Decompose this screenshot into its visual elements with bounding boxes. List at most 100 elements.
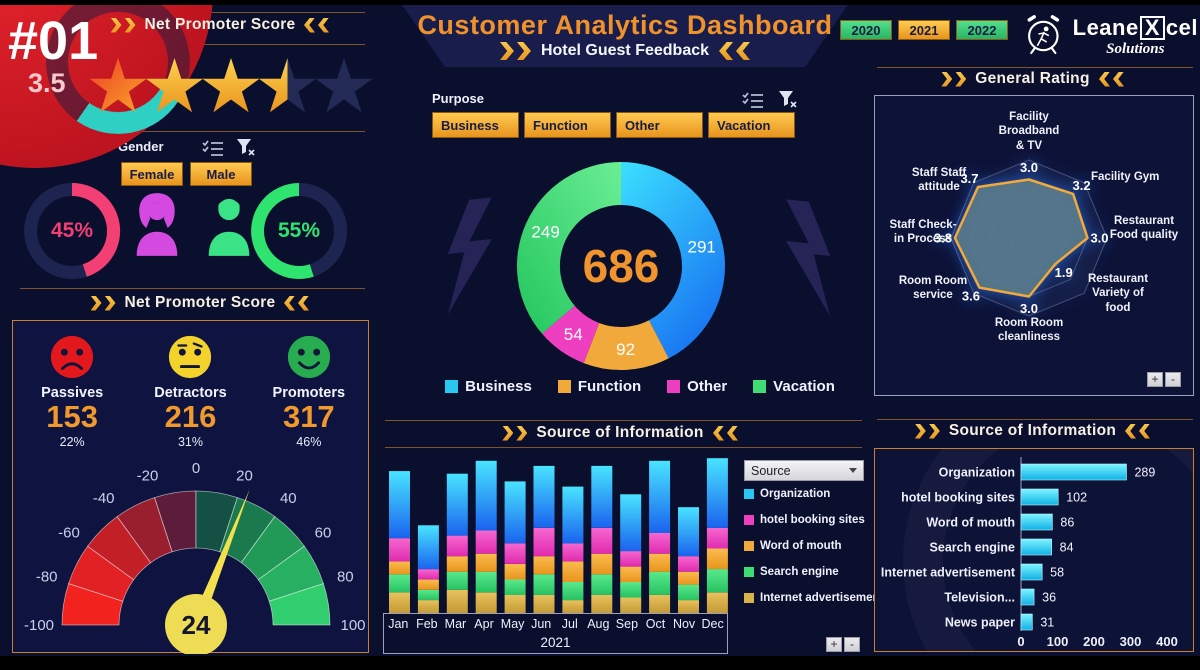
divider — [877, 67, 1193, 68]
purpose-option-vacation[interactable]: Vacation — [708, 112, 795, 138]
source-legend-item: Word of mouth — [744, 540, 883, 552]
brand-right: cel — [1165, 14, 1198, 40]
source-totals-chart: Organization 289 hotel booking sites 102 Wor… — [881, 457, 1178, 649]
legend-swatch — [667, 380, 681, 393]
month-label-nov: Nov — [672, 617, 696, 631]
svg-text:3.2: 3.2 — [1073, 178, 1091, 193]
lightning-decoration-left — [438, 197, 500, 318]
chevrons-right-icon — [90, 295, 116, 311]
month-axis-box: Jan Feb Mar Apr May Jun Jul Aug Sep Oct Nov Dec 202… — [383, 613, 728, 654]
male-share-donut — [249, 181, 349, 281]
svg-text:86: 86 — [1060, 516, 1074, 530]
general-rating-header-label: General Rating — [975, 70, 1090, 87]
male-share-value: 55% — [277, 219, 321, 242]
svg-text:Internet advertisement: Internet advertisement — [881, 566, 1016, 580]
svg-text:-80: -80 — [36, 569, 58, 586]
nps-group-promoters: Promoters 317 46% — [250, 333, 367, 449]
year-slicer: 2020 2021 2022 — [840, 20, 1008, 40]
radar-axis-label: Facility Broadband & TV — [998, 111, 1060, 152]
gender-option-female[interactable]: Female — [121, 162, 183, 186]
donut-total: 686 — [582, 240, 660, 292]
month-label-may: May — [500, 617, 525, 631]
svg-text:-20: -20 — [137, 468, 159, 485]
chevrons-right-icon — [499, 42, 531, 60]
radar-zoom-controls: + - — [1147, 372, 1181, 387]
svg-text:102: 102 — [1066, 491, 1087, 505]
source-field-dropdown[interactable]: Source — [744, 460, 864, 481]
svg-text:92: 92 — [616, 340, 635, 359]
divider — [20, 288, 365, 289]
svg-text:24: 24 — [182, 610, 211, 640]
legend-swatch — [445, 380, 459, 393]
month-label-dec: Dec — [701, 617, 724, 631]
svg-text:Word of mouth: Word of mouth — [926, 516, 1015, 530]
chevrons-right-icon — [941, 71, 967, 87]
star-rating — [86, 50, 378, 124]
year-option-2021[interactable]: 2021 — [898, 20, 950, 40]
nps-value-detractors: 216 — [164, 399, 217, 434]
month-label-aug: Aug — [587, 617, 610, 631]
nps-top-header: Net Promoter Score — [70, 16, 370, 34]
legend-swatch — [753, 380, 767, 393]
legend-label: Organization — [760, 488, 831, 500]
radar-axis-label: Facility Gym — [1091, 171, 1160, 183]
brand-subtitle: Solutions — [1106, 40, 1165, 57]
divider — [88, 12, 365, 13]
legend-item-business: Business — [445, 378, 532, 395]
nps-gauge-chart: -100 -80 -60 -40 -20 0 20 40 60 80 100 24 — [24, 460, 366, 654]
month-label-jul: Jul — [561, 617, 578, 631]
svg-text:0: 0 — [1017, 634, 1024, 649]
general-rating-panel: 3.0 3.2 3.0 1.9 3.0 3.6 3.8 3.7 Facility Broadb… — [874, 95, 1194, 396]
chevrons-left-icon — [713, 426, 738, 441]
purpose-clear-filter-icon[interactable] — [778, 90, 797, 109]
zoom-out-button[interactable]: - — [1165, 372, 1181, 387]
legend-label: Vacation — [773, 378, 835, 395]
svg-text:36: 36 — [1042, 591, 1056, 605]
svg-text:300: 300 — [1120, 634, 1142, 649]
year-option-2022[interactable]: 2022 — [956, 20, 1008, 40]
nps-value-promoters: 317 — [282, 399, 335, 434]
chevrons-left-icon — [1125, 424, 1150, 439]
month-label-jan: Jan — [388, 617, 409, 631]
purpose-option-function[interactable]: Function — [524, 112, 611, 138]
zoom-in-button[interactable]: + — [1147, 372, 1163, 387]
svg-text:249: 249 — [531, 222, 559, 241]
gender-clear-filter-icon[interactable] — [236, 138, 255, 157]
purpose-slicer: Business Function Other Vacation — [432, 112, 795, 138]
purpose-option-business[interactable]: Business — [432, 112, 519, 138]
purpose-multiselect-icon[interactable] — [742, 92, 764, 108]
radar-axis-label: Staff Staff attitude — [911, 167, 967, 194]
page-subtitle: Hotel Guest Feedback — [388, 42, 862, 60]
month-label-feb: Feb — [416, 617, 438, 631]
zoom-out-button[interactable]: - — [844, 637, 860, 652]
source-right-header: Source of Information — [900, 422, 1165, 440]
legend-swatch — [744, 541, 754, 551]
legend-label: hotel booking sites — [760, 514, 865, 526]
nps-pct-promoters: 46% — [296, 434, 322, 449]
svg-text:3.8: 3.8 — [934, 231, 952, 246]
svg-text:58: 58 — [1050, 566, 1064, 580]
svg-text:3.6: 3.6 — [962, 289, 980, 304]
gender-option-male[interactable]: Male — [190, 162, 252, 186]
legend-label: Business — [465, 378, 532, 395]
svg-text:84: 84 — [1060, 541, 1074, 555]
nps-label-detractors: Detractors — [154, 385, 227, 401]
gender-slicer: Female Male — [121, 162, 252, 186]
source-field-dropdown-label: Source — [751, 463, 791, 478]
male-icon — [200, 192, 258, 256]
happy-face-icon — [287, 335, 330, 379]
legend-label: Word of mouth — [760, 540, 842, 552]
svg-text:80: 80 — [337, 569, 354, 586]
nps-label-promoters: Promoters — [272, 385, 346, 401]
legend-swatch — [744, 489, 754, 499]
stacked-chart-zoom-controls: + - — [826, 637, 860, 652]
radar-axis-label: Staff Check- in Process — [889, 219, 957, 246]
radar-axis-label: Room Room cleanliness — [994, 317, 1064, 344]
sad-face-icon — [51, 335, 94, 379]
purpose-option-other[interactable]: Other — [616, 112, 703, 138]
svg-text:hotel booking sites: hotel booking sites — [901, 491, 1015, 505]
gender-multiselect-icon[interactable] — [202, 140, 224, 156]
year-option-2020[interactable]: 2020 — [840, 20, 892, 40]
zoom-in-button[interactable]: + — [826, 637, 842, 652]
